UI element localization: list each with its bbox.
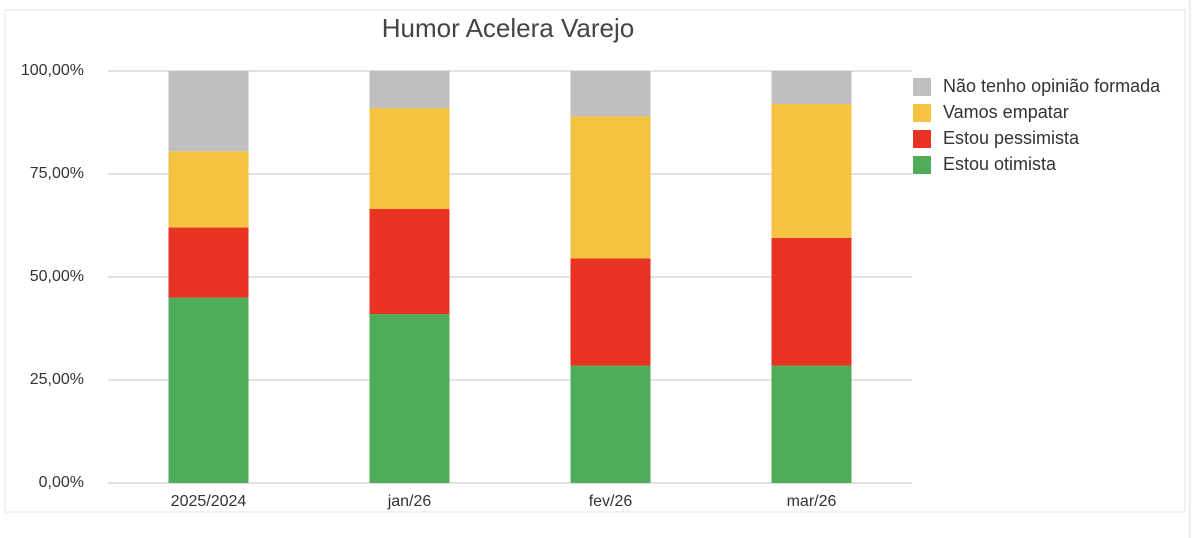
legend-label: Não tenho opinião formada <box>943 76 1161 96</box>
y-tick-label: 75,00% <box>30 165 84 182</box>
bar-segment <box>369 108 450 210</box>
bar-segment <box>168 71 249 152</box>
bar-segment <box>369 314 450 483</box>
bar-segment <box>771 71 852 104</box>
y-tick-label: 25,00% <box>30 371 84 388</box>
bar-segment <box>771 365 852 483</box>
bar-segment <box>168 151 249 228</box>
bar-segment <box>369 71 450 109</box>
bar-segment <box>570 365 651 483</box>
legend-swatch <box>913 130 931 148</box>
y-tick-label: 100,00% <box>21 62 84 79</box>
chart-frame <box>4 9 1186 513</box>
legend-label: Estou pessimista <box>943 128 1080 148</box>
chart-title: Humor Acelera Varejo <box>382 13 634 43</box>
bar-segment <box>771 237 852 366</box>
y-tick-label: 0,00% <box>39 474 84 491</box>
legend-swatch <box>913 104 931 122</box>
x-tick-label: fev/26 <box>589 493 633 510</box>
y-tick-label: 50,00% <box>30 268 84 285</box>
bar-segment <box>570 71 651 117</box>
bar-segment <box>369 209 450 315</box>
legend-label: Vamos empatar <box>943 102 1069 122</box>
bar-segment <box>570 258 651 366</box>
bar-segment <box>168 227 249 298</box>
bar-segment <box>771 103 852 238</box>
legend-swatch <box>913 156 931 174</box>
bar-segment <box>168 297 249 483</box>
x-tick-label: mar/26 <box>787 493 837 510</box>
legend-label: Estou otimista <box>943 154 1057 174</box>
legend-swatch <box>913 78 931 96</box>
x-tick-label: 2025/2024 <box>171 493 247 510</box>
bar-segment <box>570 116 651 259</box>
x-tick-label: jan/26 <box>387 493 432 510</box>
